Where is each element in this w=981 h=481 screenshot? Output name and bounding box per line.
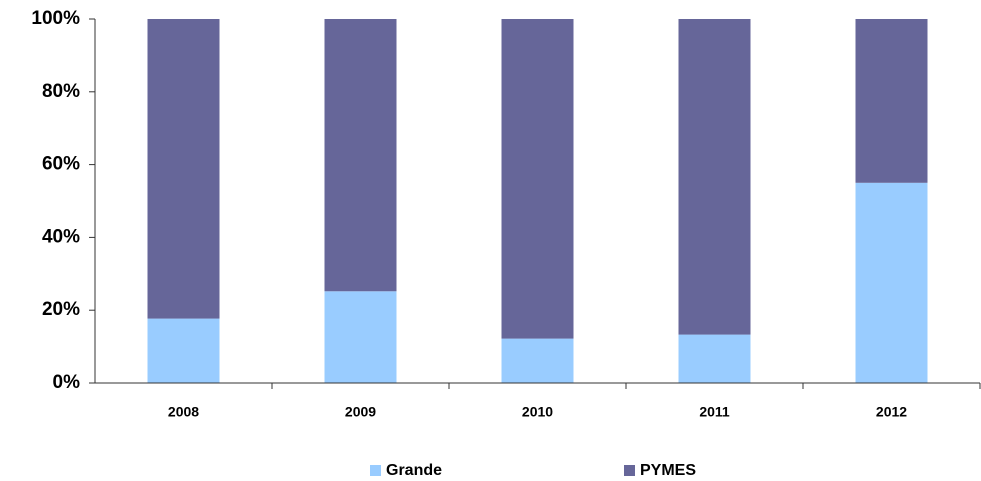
bar-segment (147, 19, 220, 319)
y-tick-label: 40% (42, 226, 80, 247)
bar-segment (324, 291, 397, 383)
y-tick-label: 80% (42, 81, 80, 102)
x-tick-label: 2011 (699, 404, 730, 420)
x-tick-label: 2010 (522, 404, 553, 420)
legend-swatch (624, 465, 635, 476)
y-tick-label: 60% (42, 154, 80, 175)
bar-segment (678, 19, 751, 335)
x-tick-label: 2012 (876, 404, 907, 420)
legend-label: PYMES (640, 462, 696, 479)
bar-segment (324, 19, 397, 292)
y-tick-label: 0% (53, 372, 81, 393)
x-tick-label: 2008 (168, 404, 199, 420)
bar-segment (855, 19, 928, 183)
y-tick-label: 20% (42, 299, 80, 320)
bar-segment (678, 334, 751, 383)
x-tick-label: 2009 (345, 404, 376, 420)
bar-segment (147, 318, 220, 383)
bar-segment (501, 19, 574, 339)
legend-label: Grande (386, 462, 442, 479)
legend-swatch (370, 465, 381, 476)
bar-segment (855, 182, 928, 383)
bar-segment (501, 338, 574, 383)
y-tick-label: 100% (31, 8, 80, 29)
